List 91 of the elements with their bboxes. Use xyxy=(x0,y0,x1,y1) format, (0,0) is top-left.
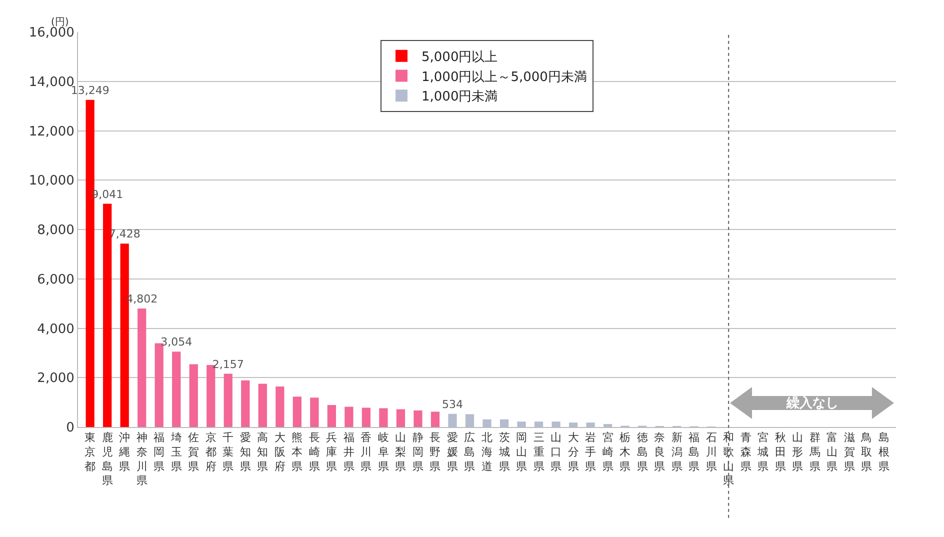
y-axis-title: (円) xyxy=(51,17,69,28)
bar xyxy=(603,424,612,427)
x-tick-label: 静岡県 xyxy=(412,431,424,473)
y-tick-label: 14,000 xyxy=(28,74,74,90)
x-tick-label: 鹿児島県 xyxy=(102,431,113,488)
x-tick-label: 島根県 xyxy=(878,431,890,473)
x-tick-label: 福岡県 xyxy=(154,431,165,473)
x-tick-label: 鳥取県 xyxy=(860,431,872,473)
bar xyxy=(396,409,406,427)
bar xyxy=(414,410,422,427)
bar xyxy=(500,419,509,427)
bar xyxy=(534,422,544,427)
legend-label: 5,000円以上 xyxy=(422,50,498,65)
x-tick-label: 三重県 xyxy=(533,431,544,473)
bar xyxy=(362,408,371,427)
x-tick-label: 長野県 xyxy=(430,431,441,473)
x-tick-label: 茨城県 xyxy=(498,431,510,473)
bar xyxy=(344,406,354,427)
y-tick-label: 2,000 xyxy=(37,371,74,386)
x-tick-label: 福島県 xyxy=(688,431,700,473)
x-tick-label: 群馬県 xyxy=(808,431,820,473)
y-tick-label: 16,000 xyxy=(28,26,74,41)
x-tick-label: 栃木県 xyxy=(620,431,631,473)
bar xyxy=(327,405,336,427)
x-tick-label: 長崎県 xyxy=(308,431,320,473)
bar xyxy=(568,422,578,427)
x-tick-label: 愛知県 xyxy=(240,431,251,473)
x-tick-label: 新潟県 xyxy=(671,431,682,473)
annotation: 繰入なし xyxy=(786,395,838,412)
x-tick-label: 京都府 xyxy=(205,431,216,473)
bar xyxy=(138,308,146,427)
x-tick-label: 富山県 xyxy=(826,431,838,473)
y-tick-label: 4,000 xyxy=(37,322,74,337)
bar xyxy=(241,380,250,427)
bar xyxy=(276,386,284,427)
bar xyxy=(586,422,595,427)
bar xyxy=(448,414,457,427)
legend-label: 1,000円以上～5,000円未満 xyxy=(422,70,587,85)
bar xyxy=(189,364,198,427)
x-tick-label: 沖縄県 xyxy=(118,431,130,473)
x-tick-label: 岩手県 xyxy=(585,431,596,473)
y-tick-label: 10,000 xyxy=(28,174,74,189)
x-tick-label: 山梨県 xyxy=(395,431,406,473)
x-tick-label: 愛媛県 xyxy=(446,431,458,473)
x-tick-label: 広島県 xyxy=(464,431,476,473)
x-tick-label: 岐阜県 xyxy=(378,431,389,473)
x-tick-label: 埼玉県 xyxy=(170,431,182,473)
x-tick-label: 大分県 xyxy=(568,431,579,473)
x-tick-label: 佐賀県 xyxy=(188,431,200,473)
bar xyxy=(379,408,388,427)
data-label: 534 xyxy=(442,398,463,411)
x-tick-label: 石川県 xyxy=(706,431,717,473)
bar xyxy=(310,398,319,427)
data-label: 2,157 xyxy=(212,358,244,371)
x-tick-label: 山形県 xyxy=(792,431,804,473)
bar xyxy=(552,422,560,427)
bar xyxy=(430,412,440,427)
x-tick-label: 山口県 xyxy=(550,431,562,473)
bar xyxy=(154,343,164,427)
x-tick-label: 東京都 xyxy=(84,431,96,473)
x-tick-label: 大阪府 xyxy=(274,431,286,473)
y-tick-label: 6,000 xyxy=(37,272,74,288)
x-tick-label: 高知県 xyxy=(257,431,268,473)
bar xyxy=(517,422,526,427)
bar xyxy=(258,384,267,427)
x-tick-label: 神奈川県 xyxy=(136,431,148,488)
x-tick-label: 徳島県 xyxy=(636,431,648,473)
data-label: 3,054 xyxy=(160,336,192,349)
bar xyxy=(482,419,492,427)
y-tick-label: 8,000 xyxy=(37,223,74,238)
x-tick-label: 和歌山県 xyxy=(723,431,734,488)
bar xyxy=(465,414,474,427)
x-tick-label: 滋賀県 xyxy=(844,431,855,473)
y-tick-label: 12,000 xyxy=(28,124,74,140)
x-tick-label: 千葉県 xyxy=(222,431,234,473)
legend-label: 1,000円未満 xyxy=(422,90,498,105)
x-tick-label: 熊本県 xyxy=(292,431,303,473)
x-tick-label: 北海道 xyxy=(482,431,492,473)
x-tick-label: 宮崎県 xyxy=(602,431,614,473)
x-tick-label: 秋田県 xyxy=(774,431,786,473)
x-tick-label: 奈良県 xyxy=(654,431,666,473)
bar xyxy=(292,396,302,427)
x-tick-label: 兵庫県 xyxy=(326,431,338,473)
y-tick-label: 0 xyxy=(66,420,74,436)
bar xyxy=(224,374,232,427)
x-tick-label: 岡山県 xyxy=(516,431,528,473)
x-tick-label: 宮城県 xyxy=(756,431,769,473)
x-tick-label: 香川県 xyxy=(360,431,372,473)
x-tick-label: 青森県 xyxy=(740,431,752,473)
x-tick-label: 福井県 xyxy=(343,431,354,473)
bar xyxy=(172,352,181,427)
